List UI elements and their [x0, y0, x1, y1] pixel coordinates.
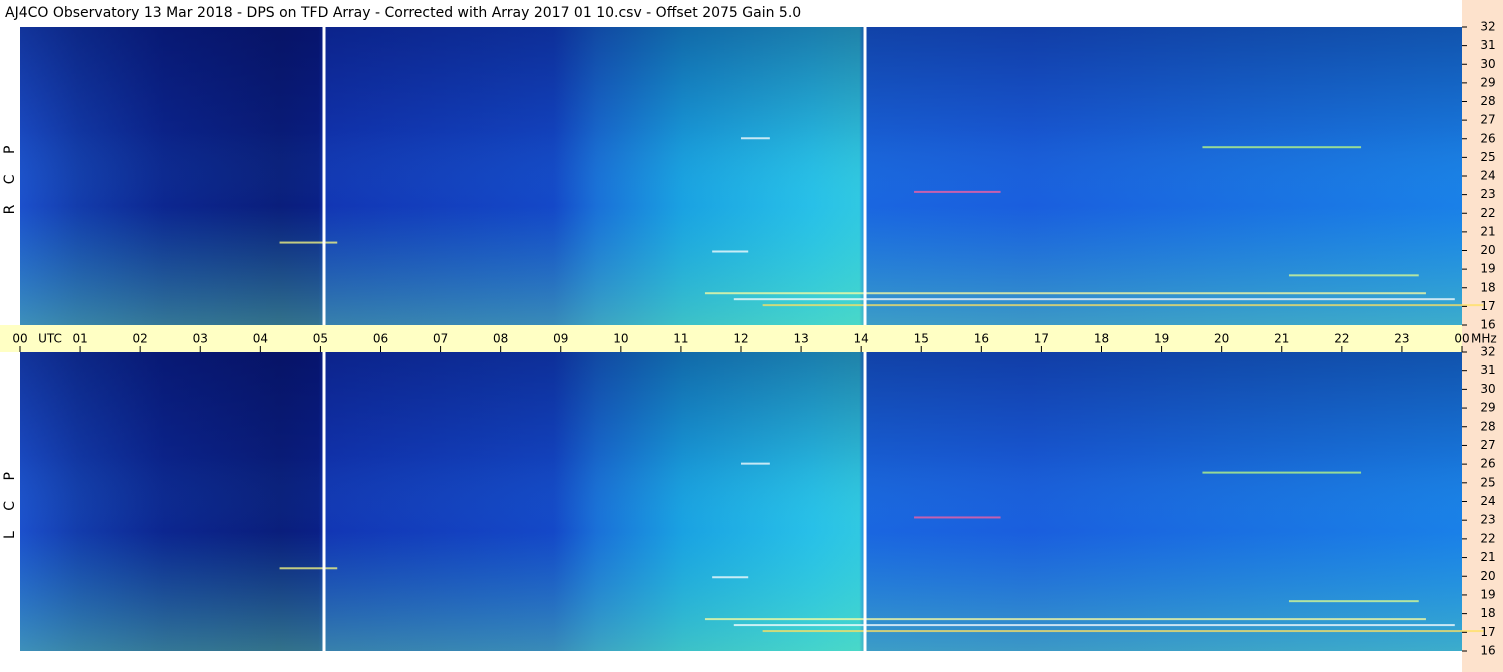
- y-tick-label: 23: [1480, 187, 1495, 201]
- time-axis-bar: [0, 325, 1462, 352]
- x-tick-label: 08: [493, 332, 508, 346]
- x-tick-label: 22: [1334, 332, 1349, 346]
- y-tick-label: 20: [1480, 243, 1495, 257]
- x-tick-label: 00: [12, 332, 27, 346]
- x-tick-label: 20: [1214, 332, 1229, 346]
- x-tick-label: 11: [673, 332, 688, 346]
- streak: [279, 567, 338, 570]
- y-tick-label: 29: [1480, 401, 1495, 415]
- streak: [914, 516, 1001, 519]
- y-tick-label: 20: [1480, 569, 1495, 583]
- x-tick-label: 07: [433, 332, 448, 346]
- spectrogram-shade: [20, 27, 1462, 325]
- y-tick-label: 24: [1480, 169, 1495, 183]
- y-tick-label: 18: [1480, 280, 1495, 294]
- y-tick-label: 19: [1480, 262, 1495, 276]
- y-tick-label: 25: [1480, 150, 1495, 164]
- y-tick-label: 26: [1480, 457, 1495, 471]
- streak: [733, 298, 1455, 301]
- y-tick-label: 30: [1480, 57, 1495, 71]
- x-tick-label: 03: [193, 332, 208, 346]
- streak: [704, 618, 1426, 621]
- y-tick-label: 19: [1480, 587, 1495, 601]
- chart-title: AJ4CO Observatory 13 Mar 2018 - DPS on T…: [5, 5, 801, 21]
- x-tick-label: 05: [313, 332, 328, 346]
- y-tick-label: 27: [1480, 113, 1495, 127]
- y-tick-label: 22: [1480, 531, 1495, 545]
- x-tick-label: 06: [373, 332, 388, 346]
- streak: [741, 462, 770, 465]
- x-tick-label: 18: [1094, 332, 1109, 346]
- y-tick-label: 30: [1480, 382, 1495, 396]
- streak: [741, 137, 770, 140]
- y-tick-label: 27: [1480, 438, 1495, 452]
- streak: [1202, 146, 1362, 149]
- streak: [733, 624, 1455, 627]
- streak: [704, 292, 1426, 295]
- x-tick-label: 12: [733, 332, 748, 346]
- y-tick-label: 21: [1480, 550, 1495, 564]
- y-tick-label: 31: [1480, 38, 1495, 52]
- streak: [712, 250, 749, 253]
- streak: [914, 190, 1001, 193]
- streak: [712, 576, 749, 579]
- y-tick-label: 22: [1480, 206, 1495, 220]
- x-tick-label: 15: [914, 332, 929, 346]
- x-tick-label: 14: [854, 332, 869, 346]
- panel-label: L C P: [2, 464, 18, 539]
- x-tick-label: 16: [974, 332, 989, 346]
- x-tick-label: 04: [253, 332, 268, 346]
- y-tick-label: 17: [1480, 625, 1495, 639]
- y-tick-label: 32: [1480, 345, 1495, 359]
- x-tick-label: 09: [553, 332, 568, 346]
- y-tick-label: 31: [1480, 363, 1495, 377]
- streak: [762, 630, 1484, 633]
- y-tick-label: 18: [1480, 606, 1495, 620]
- streak: [1288, 600, 1419, 603]
- x-tick-label: 10: [613, 332, 628, 346]
- y-tick-label: 28: [1480, 419, 1495, 433]
- y-tick-label: 26: [1480, 131, 1495, 145]
- y-tick-label: 23: [1480, 513, 1495, 527]
- x-tick-label: 00: [1454, 332, 1469, 346]
- x-tick-label: 19: [1154, 332, 1169, 346]
- spectrogram-shade: [20, 352, 1462, 651]
- y-tick-label: 17: [1480, 299, 1495, 313]
- y-tick-label: 29: [1480, 75, 1495, 89]
- panel-label: R C P: [2, 138, 18, 215]
- x-tick-label: 02: [133, 332, 148, 346]
- x-tick-label: 17: [1034, 332, 1049, 346]
- y-tick-label: 24: [1480, 494, 1495, 508]
- y-tick-label: 16: [1480, 644, 1495, 658]
- y-tick-label: 32: [1480, 20, 1495, 34]
- x-axis-label: UTC: [38, 332, 62, 346]
- streak: [279, 241, 338, 244]
- y-tick-label: 16: [1480, 318, 1495, 332]
- y-tick-label: 25: [1480, 475, 1495, 489]
- x-tick-label: 01: [72, 332, 87, 346]
- streak: [1288, 274, 1419, 277]
- y-axis-label: MHz: [1471, 332, 1497, 346]
- x-tick-label: 21: [1274, 332, 1289, 346]
- streak: [762, 304, 1484, 307]
- y-tick-label: 28: [1480, 94, 1495, 108]
- x-tick-label: 13: [793, 332, 808, 346]
- frequency-axis-strip: [1462, 0, 1503, 672]
- streak: [1202, 471, 1362, 474]
- x-tick-label: 23: [1394, 332, 1409, 346]
- y-tick-label: 21: [1480, 224, 1495, 238]
